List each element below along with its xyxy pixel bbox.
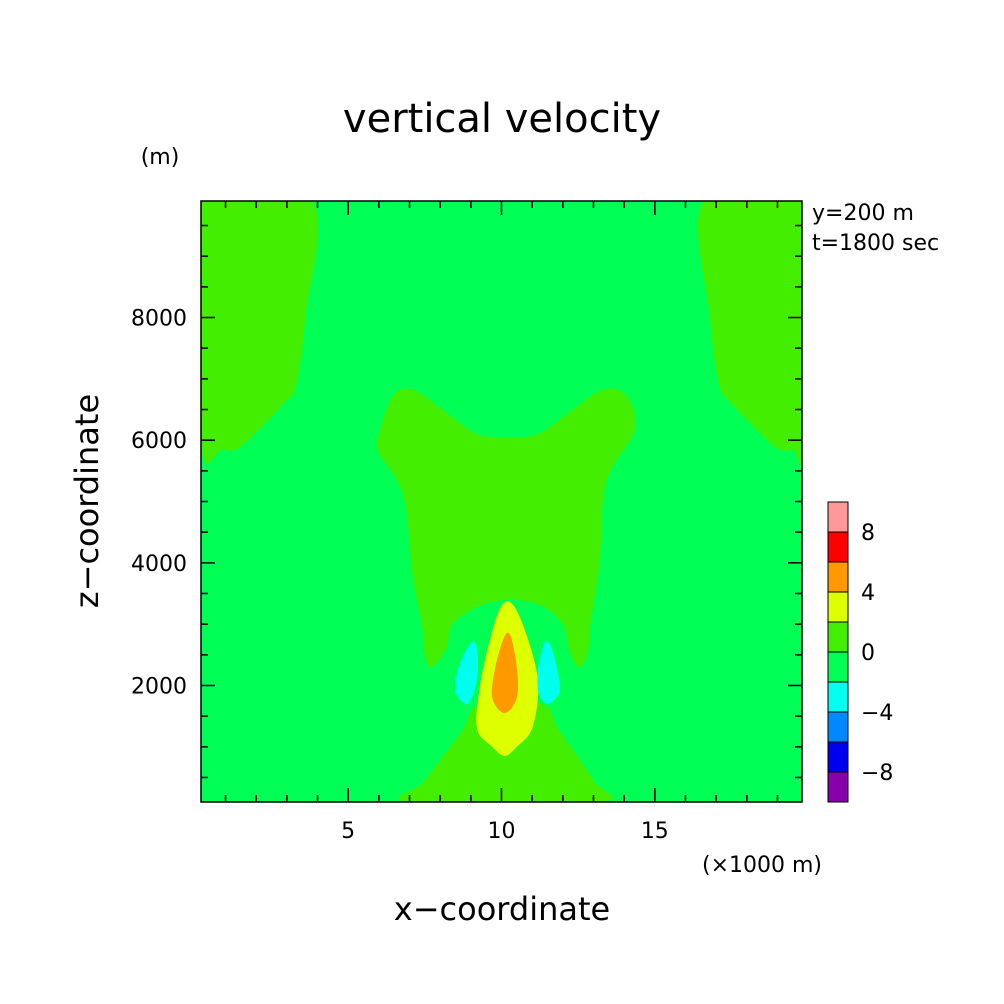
axis-ticks bbox=[201, 201, 802, 802]
colorbar-swatch bbox=[827, 591, 849, 623]
colorbar-swatch bbox=[827, 651, 849, 683]
info-t-line: t=1800 sec bbox=[812, 231, 939, 256]
contour-upper-left-lobe bbox=[201, 201, 319, 464]
tick-labels: 5 10 15 2000 4000 6000 8000 bbox=[131, 307, 669, 844]
x-unit-label: (×1000 m) bbox=[702, 853, 822, 878]
y-axis-label: z−coordinate bbox=[68, 394, 106, 608]
colorbar-swatch bbox=[827, 741, 849, 773]
colorbar: 8 4 0 −4 −8 bbox=[827, 501, 893, 803]
x-tick-label: 5 bbox=[341, 819, 355, 844]
colorbar-swatch bbox=[827, 531, 849, 563]
contour-fills bbox=[201, 201, 802, 802]
colorbar-label: 0 bbox=[861, 641, 875, 666]
y-tick-label: 6000 bbox=[131, 429, 187, 454]
contour-central-plume bbox=[376, 388, 636, 668]
colorbar-swatch bbox=[827, 711, 849, 743]
plot-frame bbox=[200, 200, 803, 803]
y-tick-label: 2000 bbox=[131, 674, 187, 699]
x-tick-label: 15 bbox=[641, 819, 669, 844]
colorbar-swatch bbox=[827, 501, 849, 533]
contour-right-downdraft bbox=[537, 640, 561, 704]
colorbar-swatch bbox=[827, 771, 849, 803]
y-tick-label: 8000 bbox=[131, 307, 187, 332]
colorbar-label: 4 bbox=[861, 581, 875, 606]
colorbar-label: 8 bbox=[861, 521, 875, 546]
contour-upper-right-lobe bbox=[698, 201, 802, 464]
colorbar-swatch bbox=[827, 621, 849, 653]
y-tick-label: 4000 bbox=[131, 552, 187, 577]
contour-plume-max bbox=[491, 632, 519, 714]
contour-left-downdraft bbox=[454, 641, 478, 705]
y-unit-label: (m) bbox=[141, 145, 180, 170]
colorbar-swatch bbox=[827, 561, 849, 593]
x-axis-label: x−coordinate bbox=[394, 890, 610, 928]
info-y-line: y=200 m bbox=[812, 201, 914, 226]
x-tick-label: 10 bbox=[488, 819, 516, 844]
colorbar-swatch bbox=[827, 681, 849, 713]
colorbar-label: −8 bbox=[861, 761, 893, 786]
chart-title: vertical velocity bbox=[343, 96, 661, 142]
colorbar-label: −4 bbox=[861, 701, 893, 726]
